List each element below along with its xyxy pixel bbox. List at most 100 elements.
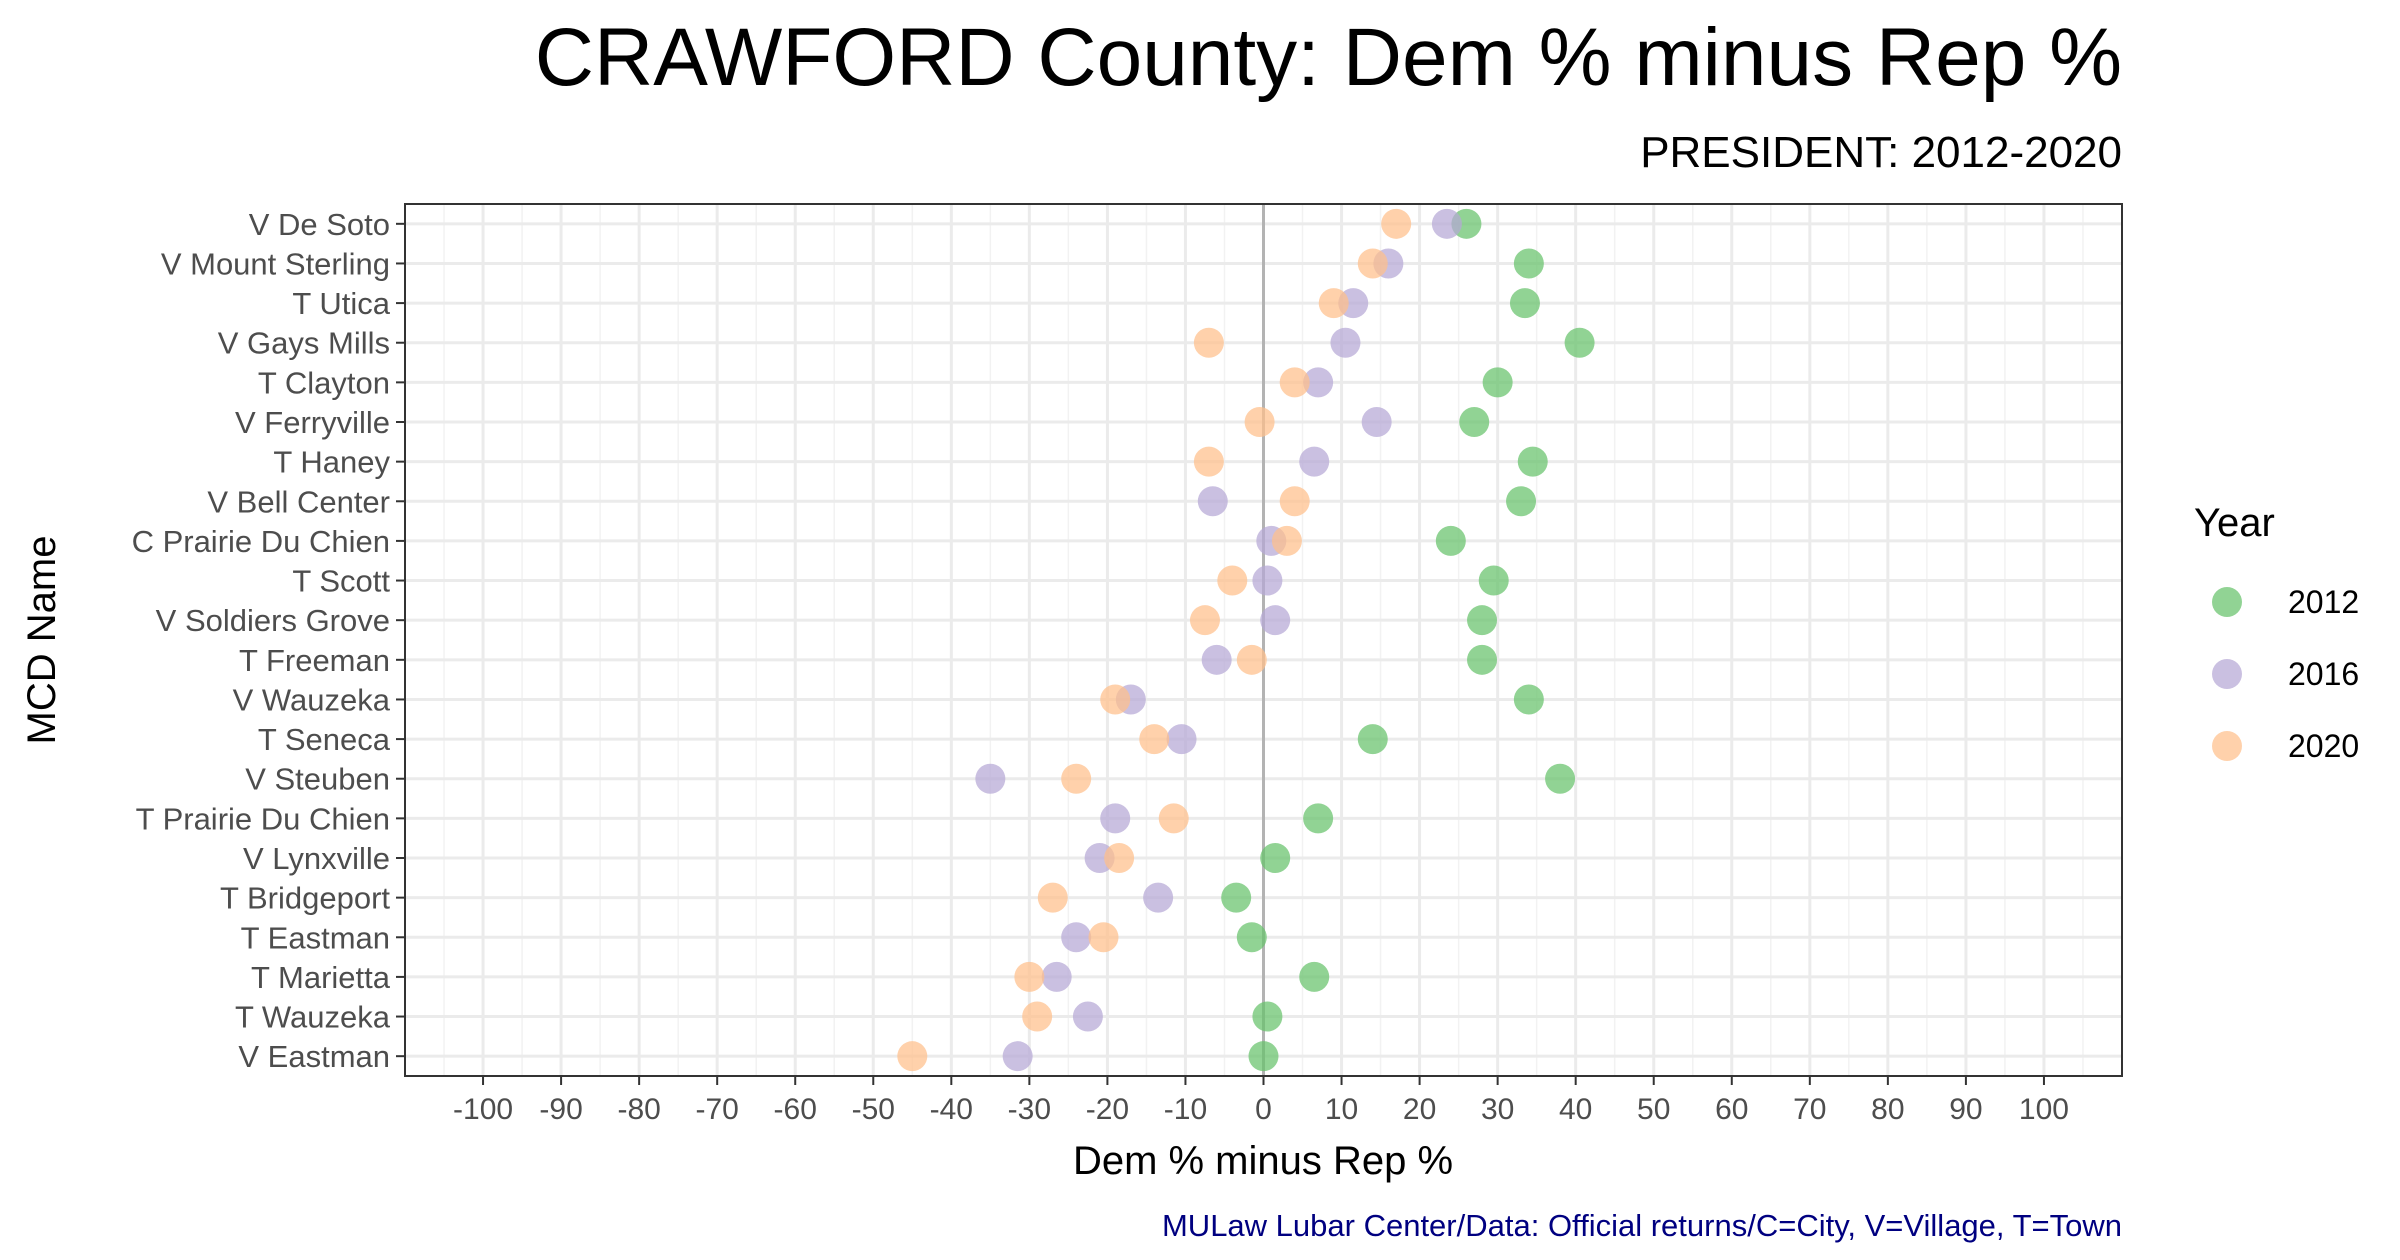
point-2016 bbox=[1041, 961, 1072, 992]
point-2016 bbox=[1002, 1041, 1033, 1072]
point-2020 bbox=[1271, 525, 1302, 556]
point-2012 bbox=[1357, 724, 1388, 755]
point-2012 bbox=[1509, 288, 1540, 319]
y-tick-label: T Wauzeka bbox=[235, 1000, 391, 1035]
point-2012 bbox=[1260, 843, 1291, 873]
legend-key-2016 bbox=[2212, 659, 2242, 689]
point-2016 bbox=[1072, 1001, 1103, 1032]
y-tick-label: T Eastman bbox=[241, 920, 390, 955]
point-2016 bbox=[1061, 922, 1092, 953]
legend-items: 2012 2016 2020 bbox=[2212, 584, 2359, 764]
chart-caption: MULaw Lubar Center/Data: Official return… bbox=[1162, 1208, 2122, 1243]
data-points bbox=[897, 208, 1595, 1072]
point-2020 bbox=[1014, 961, 1045, 992]
point-2012 bbox=[1517, 446, 1548, 477]
point-2020 bbox=[1061, 763, 1092, 794]
point-2012 bbox=[1467, 644, 1498, 675]
chart-title: CRAWFORD County: Dem % minus Rep % bbox=[535, 12, 2122, 103]
y-tick-label: T Freeman bbox=[239, 643, 390, 678]
y-axis-ticks: V De Soto V Mount Sterling T Utica V Gays M… bbox=[132, 207, 405, 1074]
y-tick-label: V Soldiers Grove bbox=[156, 603, 390, 638]
point-2012 bbox=[1513, 684, 1544, 715]
point-2020 bbox=[1139, 724, 1170, 755]
legend-key-2012 bbox=[2212, 587, 2242, 617]
x-tick-label: 80 bbox=[1871, 1093, 1904, 1126]
legend-title: Year bbox=[2194, 501, 2275, 545]
point-2012 bbox=[1248, 1041, 1279, 1072]
legend: Year 2012 2016 2020 bbox=[2194, 501, 2359, 764]
legend-item-2020: 2020 bbox=[2212, 728, 2359, 764]
point-2020 bbox=[1357, 248, 1388, 279]
x-tick-label: -60 bbox=[774, 1093, 817, 1126]
y-axis-title: MCD Name bbox=[20, 536, 64, 745]
point-2016 bbox=[1197, 486, 1228, 517]
point-2016 bbox=[1201, 644, 1232, 675]
x-tick-label: 40 bbox=[1559, 1093, 1592, 1126]
point-2012 bbox=[1236, 922, 1267, 953]
legend-item-2016: 2016 bbox=[2212, 656, 2359, 692]
point-2020 bbox=[1037, 882, 1068, 913]
x-tick-label: 100 bbox=[2019, 1093, 2069, 1126]
point-2012 bbox=[1303, 803, 1334, 834]
y-tick-label: T Haney bbox=[273, 445, 390, 480]
y-tick-label: T Scott bbox=[292, 564, 390, 599]
point-2020 bbox=[1193, 327, 1224, 358]
x-tick-label: 90 bbox=[1949, 1093, 1982, 1126]
point-2012 bbox=[1221, 882, 1252, 913]
x-tick-label: 70 bbox=[1793, 1093, 1826, 1126]
point-2020 bbox=[1100, 684, 1131, 715]
point-2016 bbox=[1100, 803, 1131, 834]
y-tick-label: T Prairie Du Chien bbox=[136, 801, 390, 836]
y-tick-label: V Mount Sterling bbox=[161, 246, 390, 281]
point-2020 bbox=[897, 1041, 928, 1072]
legend-key-2020 bbox=[2212, 731, 2242, 761]
point-2012 bbox=[1506, 486, 1537, 517]
point-2020 bbox=[1217, 565, 1248, 596]
point-2020 bbox=[1279, 367, 1310, 398]
point-2012 bbox=[1513, 248, 1544, 279]
point-2020 bbox=[1318, 288, 1349, 319]
x-tick-label: -50 bbox=[852, 1093, 895, 1126]
chart-subtitle: PRESIDENT: 2012-2020 bbox=[1640, 128, 2122, 177]
x-tick-label: 50 bbox=[1637, 1093, 1670, 1126]
x-tick-label: -30 bbox=[1008, 1093, 1051, 1126]
point-2020 bbox=[1158, 803, 1189, 834]
legend-item-2012: 2012 bbox=[2212, 584, 2359, 620]
x-axis-title: Dem % minus Rep % bbox=[1073, 1139, 1453, 1183]
point-2016 bbox=[1303, 367, 1334, 398]
grid bbox=[405, 204, 2122, 1076]
point-2020 bbox=[1381, 208, 1412, 239]
y-tick-label: V Steuben bbox=[245, 762, 390, 797]
x-tick-label: 20 bbox=[1403, 1093, 1436, 1126]
point-2012 bbox=[1252, 1001, 1283, 1032]
legend-label-2012: 2012 bbox=[2288, 584, 2359, 620]
x-axis-ticks: -100 -90 -80 -70 -60 -50 -40 -30 -20 -10 0 10 20 30 40… bbox=[453, 1076, 2069, 1126]
point-2012 bbox=[1564, 327, 1595, 358]
point-2020 bbox=[1244, 407, 1275, 437]
x-tick-label: -40 bbox=[930, 1093, 973, 1126]
x-tick-label: 60 bbox=[1715, 1093, 1748, 1126]
x-tick-label: 10 bbox=[1325, 1093, 1358, 1126]
x-tick-label: -70 bbox=[696, 1093, 739, 1126]
legend-label-2020: 2020 bbox=[2288, 728, 2359, 764]
point-2020 bbox=[1088, 922, 1119, 953]
point-2016 bbox=[1431, 208, 1462, 239]
point-2012 bbox=[1299, 961, 1330, 992]
point-2020 bbox=[1104, 843, 1135, 873]
x-tick-label: -80 bbox=[617, 1093, 660, 1126]
point-2020 bbox=[1189, 605, 1220, 636]
legend-label-2016: 2016 bbox=[2288, 656, 2359, 692]
y-tick-label: V Wauzeka bbox=[233, 682, 391, 717]
point-2016 bbox=[975, 763, 1006, 794]
x-tick-label: -90 bbox=[539, 1093, 582, 1126]
x-tick-label: -20 bbox=[1086, 1093, 1129, 1126]
point-2020 bbox=[1193, 446, 1224, 477]
y-tick-label: C Prairie Du Chien bbox=[132, 524, 390, 559]
point-2012 bbox=[1459, 407, 1490, 437]
point-2012 bbox=[1545, 763, 1576, 794]
y-tick-label: V Gays Mills bbox=[218, 326, 390, 361]
x-tick-label: -100 bbox=[453, 1093, 513, 1126]
y-tick-label: T Seneca bbox=[258, 722, 391, 757]
point-2012 bbox=[1482, 367, 1513, 398]
